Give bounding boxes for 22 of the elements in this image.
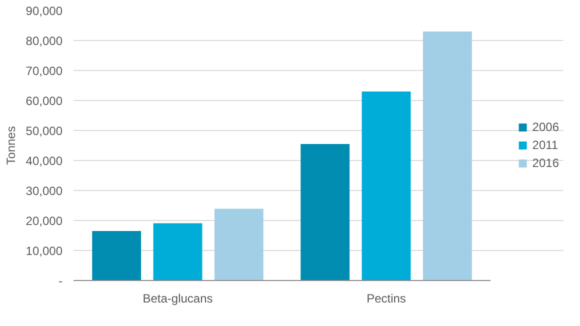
x-tick-label: Pectins [366, 292, 406, 306]
y-axis-title: Tonnes [4, 126, 18, 165]
legend-label: 2006 [532, 120, 559, 134]
bar [362, 92, 411, 280]
y-tick-label: 60,000 [26, 94, 63, 108]
bar [153, 223, 202, 280]
y-tick-label: 90,000 [26, 4, 63, 18]
legend-label: 2011 [532, 138, 558, 152]
y-tick-label: 80,000 [26, 34, 63, 48]
y-tick-label: - [58, 274, 63, 288]
bar [422, 32, 472, 280]
y-tick-label: 30,000 [26, 184, 63, 198]
y-tick-label: 20,000 [26, 214, 63, 228]
y-tick-label: 10,000 [26, 244, 63, 258]
y-tick-label: 50,000 [26, 124, 63, 138]
bar [214, 208, 264, 280]
y-tick-label: 40,000 [26, 154, 63, 168]
x-tick-label: Beta-glucans [142, 292, 213, 306]
bar [300, 144, 350, 280]
legend-label: 2016 [532, 156, 559, 170]
y-tick-label: 70,000 [26, 64, 63, 78]
bar [92, 231, 142, 280]
